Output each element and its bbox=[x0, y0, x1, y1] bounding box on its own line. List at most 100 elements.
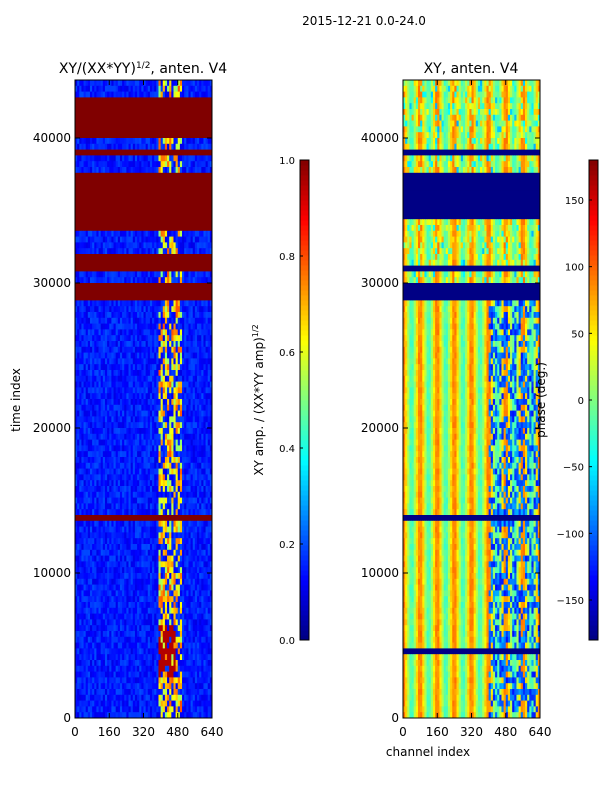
amplitude-ratio-cell bbox=[130, 607, 134, 614]
amplitude-ratio-cell bbox=[188, 578, 191, 585]
amplitude-ratio-cell bbox=[182, 677, 185, 684]
amplitude-ratio-cell bbox=[81, 341, 84, 348]
amplitude-ratio-cell bbox=[188, 236, 191, 243]
amplitude-ratio-cell bbox=[162, 387, 166, 394]
amplitude-ratio-cell bbox=[102, 248, 106, 255]
amplitude-ratio-cell bbox=[75, 573, 78, 580]
amplitude-ratio-cell bbox=[162, 352, 166, 359]
amplitude-ratio-cell bbox=[205, 474, 209, 481]
amplitude-ratio-cell bbox=[186, 654, 189, 661]
amplitude-ratio-cell bbox=[177, 491, 181, 498]
amplitude-ratio-cell bbox=[119, 85, 123, 92]
amplitude-ratio-cell bbox=[179, 584, 183, 591]
amplitude-ratio-cell bbox=[75, 393, 78, 400]
amplitude-ratio-cell bbox=[182, 619, 185, 626]
amplitude-ratio-cell bbox=[83, 410, 89, 417]
amplitude-ratio-cell bbox=[177, 277, 181, 284]
amplitude-ratio-cell bbox=[182, 433, 185, 440]
amplitude-ratio-cell bbox=[186, 370, 189, 377]
amplitude-ratio-cell bbox=[89, 578, 93, 585]
amplitude-ratio-cell bbox=[81, 491, 84, 498]
amplitude-ratio-cell bbox=[169, 445, 172, 452]
amplitude-ratio-cell bbox=[167, 358, 170, 365]
amplitude-ratio-cell bbox=[83, 138, 87, 145]
amplitude-ratio-cell bbox=[94, 271, 97, 278]
amplitude-ratio-cell bbox=[126, 364, 129, 371]
amplitude-ratio-cell bbox=[164, 619, 168, 626]
amplitude-ratio-cell bbox=[199, 642, 202, 649]
amplitude-ratio-cell bbox=[75, 225, 213, 232]
amplitude-ratio-cell bbox=[98, 636, 102, 643]
amplitude-ratio-cell bbox=[141, 236, 144, 243]
amplitude-ratio-cell bbox=[192, 520, 196, 527]
amplitude-ratio-cell bbox=[160, 364, 164, 371]
amplitude-ratio-cell bbox=[104, 387, 108, 394]
amplitude-ratio-cell bbox=[156, 404, 159, 411]
amplitude-ratio-cell bbox=[85, 439, 89, 446]
amplitude-ratio-cell bbox=[156, 428, 159, 435]
amplitude-ratio-cell bbox=[177, 526, 181, 533]
amplitude-ratio-cell bbox=[81, 457, 84, 464]
amplitude-ratio-cell bbox=[87, 91, 91, 98]
amplitude-ratio-cell bbox=[156, 341, 159, 348]
amplitude-ratio-cell bbox=[173, 138, 177, 145]
amplitude-ratio-cell bbox=[100, 544, 104, 551]
amplitude-ratio-cell bbox=[160, 619, 164, 626]
amplitude-ratio-cell bbox=[100, 520, 104, 527]
amplitude-ratio-cell bbox=[124, 91, 127, 98]
amplitude-ratio-cell bbox=[141, 509, 144, 516]
amplitude-ratio-cell bbox=[149, 329, 153, 336]
amplitude-ratio-cell bbox=[79, 613, 82, 620]
amplitude-ratio-cell bbox=[85, 143, 89, 150]
amplitude-ratio-cell bbox=[113, 91, 117, 98]
amplitude-ratio-cell bbox=[156, 80, 159, 87]
amplitude-ratio-cell bbox=[128, 375, 132, 382]
amplitude-ratio-cell bbox=[184, 636, 187, 643]
amplitude-ratio-cell bbox=[201, 428, 204, 435]
amplitude-ratio-cell bbox=[201, 416, 204, 423]
amplitude-ratio-cell bbox=[137, 503, 140, 510]
amplitude-ratio-cell bbox=[190, 665, 194, 672]
amplitude-ratio-cell bbox=[171, 352, 174, 359]
amplitude-ratio-cell bbox=[111, 433, 114, 440]
amplitude-ratio-cell bbox=[141, 312, 144, 319]
amplitude-ratio-cell bbox=[109, 410, 112, 417]
amplitude-ratio-cell bbox=[190, 660, 194, 667]
amplitude-ratio-cell bbox=[134, 277, 138, 284]
amplitude-ratio-cell bbox=[154, 335, 157, 342]
amplitude-ratio-cell bbox=[167, 625, 170, 632]
amplitude-ratio-cell bbox=[190, 480, 194, 487]
amplitude-ratio-cell bbox=[104, 520, 108, 527]
amplitude-ratio-cell bbox=[94, 143, 97, 150]
amplitude-ratio-cell bbox=[98, 648, 102, 655]
amplitude-ratio-cell bbox=[179, 631, 183, 638]
amplitude-ratio-cell bbox=[83, 474, 87, 481]
amplitude-ratio-cell bbox=[81, 271, 84, 278]
amplitude-ratio-cell bbox=[107, 248, 110, 255]
amplitude-ratio-cell bbox=[134, 671, 138, 678]
amplitude-ratio-cell bbox=[128, 381, 132, 388]
amplitude-ratio-cell bbox=[98, 364, 102, 371]
amplitude-ratio-cell bbox=[173, 312, 177, 319]
amplitude-ratio-cell bbox=[149, 306, 153, 313]
amplitude-ratio-cell bbox=[139, 393, 142, 400]
amplitude-ratio-cell bbox=[124, 665, 127, 672]
amplitude-ratio-cell bbox=[96, 236, 99, 243]
amplitude-ratio-cell bbox=[173, 607, 177, 614]
amplitude-ratio-cell bbox=[83, 277, 87, 284]
amplitude-ratio-cell bbox=[169, 306, 172, 313]
amplitude-ratio-cell bbox=[192, 509, 196, 516]
amplitude-ratio-cell bbox=[81, 230, 84, 237]
amplitude-ratio-cell bbox=[102, 648, 106, 655]
amplitude-ratio-cell bbox=[94, 300, 97, 307]
amplitude-ratio-cell bbox=[175, 375, 179, 382]
amplitude-ratio-cell bbox=[124, 613, 127, 620]
amplitude-ratio-cell bbox=[98, 143, 102, 150]
amplitude-ratio-cell bbox=[184, 393, 187, 400]
amplitude-ratio-cell bbox=[102, 491, 106, 498]
amplitude-ratio-cell bbox=[109, 271, 112, 278]
amplitude-ratio-cell bbox=[122, 428, 125, 435]
amplitude-ratio-cell bbox=[145, 480, 149, 487]
amplitude-ratio-cell bbox=[147, 619, 151, 626]
amplitude-ratio-cell bbox=[77, 491, 80, 498]
